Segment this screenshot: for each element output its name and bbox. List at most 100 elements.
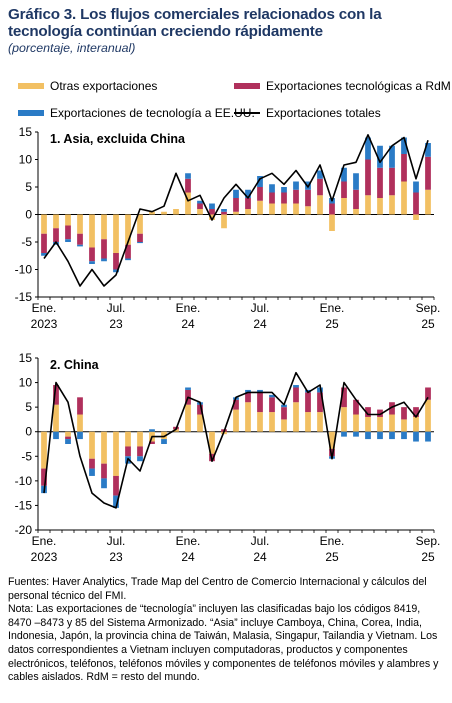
x-tick-label: 24 [253, 550, 267, 564]
x-tick-label: Ene. [176, 534, 201, 548]
x-tick-label: Jul. [107, 301, 126, 315]
bar-tech-rdm [53, 385, 59, 405]
bar-other [245, 209, 251, 215]
bar-tech-us [149, 429, 155, 432]
bar-tech-rdm [425, 156, 431, 190]
bar-other [185, 404, 191, 432]
bar-tech-rdm [365, 159, 371, 196]
bar-tech-rdm [305, 392, 311, 413]
bar-tech-us [425, 143, 431, 157]
bar-other [77, 214, 83, 234]
legend-label-tech-rdm: Exportaciones tecnológicas a RdM [266, 79, 451, 93]
bar-tech-us [185, 173, 191, 179]
bar-other [137, 431, 143, 447]
bar-tech-rdm [197, 203, 203, 209]
bar-other [269, 203, 275, 215]
bar-other [77, 414, 83, 432]
x-tick-label: 25 [421, 317, 435, 331]
bar-tech-rdm [233, 198, 239, 212]
bar-other [353, 209, 359, 215]
y-tick-label: 15 [19, 125, 33, 139]
bar-other [233, 211, 239, 215]
x-tick-label: 24 [181, 550, 195, 564]
bar-other [389, 195, 395, 215]
bar-tech-rdm [245, 198, 251, 209]
bar-other [245, 402, 251, 432]
bar-tech-us [209, 203, 215, 209]
y-tick-label: 10 [19, 153, 33, 167]
bar-other [425, 189, 431, 215]
legend-label-other: Otras exportaciones [50, 79, 158, 93]
bar-tech-us [65, 439, 71, 444]
x-tick-label: 23 [109, 317, 123, 331]
bar-other [365, 416, 371, 432]
bar-tech-rdm [317, 178, 323, 196]
bar-tech-us [281, 404, 287, 408]
bar-tech-us [161, 439, 167, 444]
bar-tech-us [389, 431, 395, 440]
bar-tech-us [353, 173, 359, 190]
bar-tech-us [77, 244, 83, 247]
bar-tech-us [377, 431, 383, 440]
bar-other [269, 412, 275, 432]
bar-tech-us [65, 239, 71, 242]
bar-other [41, 214, 47, 234]
bar-tech-rdm [41, 468, 47, 486]
y-tick-label: 10 [19, 376, 33, 390]
chart-panel-asia: -15 -10 -5 0 5 10 15 1. Asia, excluida China Ene… [15, 125, 441, 331]
bar-other [209, 431, 215, 454]
bar-other [257, 412, 263, 432]
bar-other [317, 195, 323, 215]
bar-tech-rdm [221, 211, 227, 215]
bar-other [173, 429, 179, 432]
bar-other [365, 195, 371, 215]
bar-tech-rdm [41, 233, 47, 253]
panel-title: 1. Asia, excluida China [50, 132, 186, 146]
bar-tech-rdm [281, 407, 287, 420]
bar-tech-us [401, 137, 407, 154]
bar-tech-rdm [101, 239, 107, 259]
x-tick-label: 23 [109, 550, 123, 564]
bar-tech-us [137, 242, 143, 244]
bar-tech-rdm [353, 189, 359, 209]
y-tick-label: 15 [19, 351, 33, 365]
legend-item-total: Exportaciones totales [234, 106, 381, 120]
bar-other [233, 409, 239, 432]
bar-other [161, 431, 167, 440]
bar-other [101, 431, 107, 464]
bar-other [401, 419, 407, 432]
x-tick-label: 25 [325, 317, 339, 331]
bar-other [293, 402, 299, 432]
footer-notes: Fuentes: Haver Analytics, Trade Map del … [8, 576, 446, 685]
bar-other [149, 211, 155, 215]
bar-tech-rdm [281, 192, 287, 204]
bar-other [125, 214, 131, 245]
bar-other [257, 200, 263, 215]
legend-line-total [234, 112, 260, 114]
y-tick-label: 5 [25, 400, 32, 414]
bar-tech-rdm [209, 209, 215, 215]
bar-tech-rdm [341, 387, 347, 408]
bar-other [401, 181, 407, 215]
bar-other [221, 214, 227, 229]
bar-other [281, 419, 287, 432]
bar-tech-rdm [197, 404, 203, 415]
bar-tech-rdm [101, 463, 107, 479]
bar-tech-rdm [329, 448, 335, 457]
line-total-exports [43, 371, 429, 509]
bar-tech-rdm [377, 409, 383, 417]
bar-tech-us [257, 389, 263, 393]
bar-tech-rdm [125, 446, 131, 457]
bar-tech-rdm [401, 154, 407, 182]
x-tick-label: 2023 [31, 550, 58, 564]
legend-item-tech-rdm: Exportaciones tecnológicas a RdM [234, 79, 451, 93]
bar-tech-rdm [65, 225, 71, 240]
bar-tech-rdm [149, 441, 155, 444]
y-tick-label: -10 [15, 263, 33, 277]
y-tick-label: -15 [15, 498, 33, 512]
bar-tech-rdm [341, 181, 347, 198]
bar-other [329, 214, 335, 231]
x-tick-label: Jul. [251, 534, 270, 548]
bar-tech-us [413, 431, 419, 442]
bar-tech-rdm [257, 187, 263, 201]
